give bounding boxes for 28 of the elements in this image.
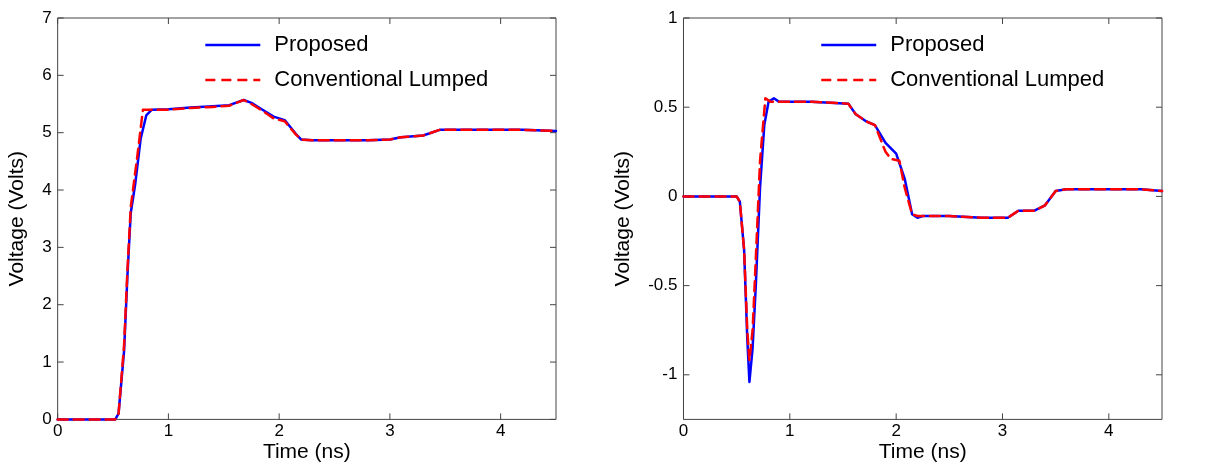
- y-tick-label: -1: [662, 364, 678, 384]
- legend-label: Proposed: [890, 31, 985, 57]
- x-axis-title: Time (ns): [878, 439, 967, 463]
- x-axis-title: Time (ns): [262, 439, 351, 463]
- y-tick-label: 6: [42, 65, 52, 85]
- y-tick-label: -0.5: [648, 275, 678, 295]
- x-tick-label: 2: [274, 421, 284, 441]
- legend-label: Proposed: [274, 31, 369, 57]
- x-tick-label: 3: [385, 421, 395, 441]
- y-tick-label: 3: [42, 237, 52, 257]
- y-tick-label: 2: [42, 294, 52, 314]
- y-tick-label: 7: [42, 7, 52, 27]
- x-tick-label: 4: [495, 421, 506, 441]
- y-tick-label: 0.5: [653, 96, 678, 116]
- x-tick-label: 3: [997, 421, 1008, 441]
- x-tick-label: 2: [891, 421, 901, 441]
- x-tick-label: 1: [785, 421, 795, 441]
- legend-label: Conventional Lumped: [890, 66, 1105, 92]
- y-tick-label: 0: [668, 186, 678, 206]
- y-axis-title: Voltage (Volts): [610, 150, 634, 287]
- y-tick-label: 1: [42, 351, 52, 371]
- x-tick-label: 1: [163, 421, 174, 441]
- y-tick-label: 4: [42, 179, 52, 199]
- y-tick-label: 5: [42, 122, 52, 142]
- y-tick-label: 1: [668, 7, 678, 27]
- x-tick-label: 4: [1104, 421, 1114, 441]
- y-axis-title: Voltage (Volts): [4, 150, 28, 287]
- legend-label: Conventional Lumped: [274, 66, 489, 92]
